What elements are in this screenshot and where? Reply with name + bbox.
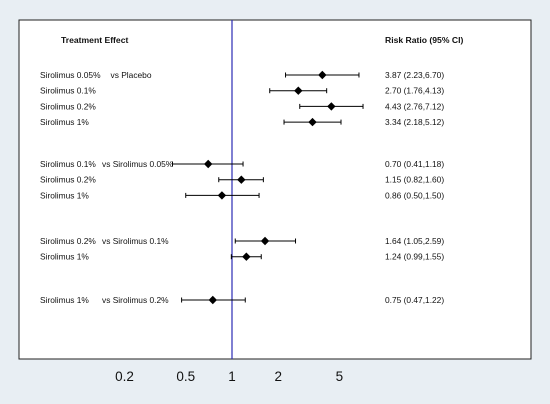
row-comparator-label: vs Sirolimus 0.1% xyxy=(102,236,169,246)
row-treatment-label: Sirolimus 1% xyxy=(40,295,89,305)
x-axis-ticks: 0.2 0.5 1 2 5 xyxy=(115,369,343,384)
header-treatment-effect: Treatment Effect xyxy=(61,35,128,45)
row-risk-ratio-text: 0.75 (0.47,1.22) xyxy=(385,295,444,305)
row-comparator-label: vs Sirolimus 0.05% xyxy=(102,159,174,169)
point-estimate-diamond xyxy=(318,70,327,80)
row-treatment-label: Sirolimus 1% xyxy=(40,190,89,200)
x-tick-label: 2 xyxy=(275,369,283,384)
x-tick-label: 0.5 xyxy=(176,369,195,384)
forest-row: Sirolimus 0.2% vs Sirolimus 0.1% 1.64 (1.0… xyxy=(40,236,444,246)
row-risk-ratio-text: 1.24 (0.99,1.55) xyxy=(385,252,444,262)
forest-row: Sirolimus 0.1% 2.70 (1.76,4.13) xyxy=(40,86,444,96)
x-tick-label: 0.2 xyxy=(115,369,134,384)
forest-rows: Sirolimus 0.05% vs Placebo 3.87 (2.23,6.70… xyxy=(40,70,444,305)
row-risk-ratio-text: 3.34 (2.18,5.12) xyxy=(385,117,444,127)
point-estimate-diamond xyxy=(308,117,317,127)
x-tick-label: 5 xyxy=(336,369,344,384)
row-risk-ratio-text: 4.43 (2.76,7.12) xyxy=(385,101,444,111)
forest-row: Sirolimus 0.2% 4.43 (2.76,7.12) xyxy=(40,101,444,111)
forest-row: Sirolimus 1% 3.34 (2.18,5.12) xyxy=(40,117,444,127)
plot-area xyxy=(18,19,532,360)
point-estimate-diamond xyxy=(327,102,336,111)
row-risk-ratio-text: 1.15 (0.82,1.60) xyxy=(385,175,444,185)
forest-row: Sirolimus 1% vs Sirolimus 0.2% 0.75 (0.47,… xyxy=(40,295,444,305)
row-treatment-label: Sirolimus 0.2% xyxy=(40,175,96,185)
point-estimate-diamond xyxy=(237,175,246,184)
row-risk-ratio-text: 3.87 (2.23,6.70) xyxy=(385,70,444,80)
forest-row: Sirolimus 0.05% vs Placebo 3.87 (2.23,6.70… xyxy=(40,70,444,80)
row-treatment-label: Sirolimus 0.05% xyxy=(40,70,101,80)
row-risk-ratio-text: 0.86 (0.50,1.50) xyxy=(385,190,444,200)
row-treatment-label: Sirolimus 0.2% xyxy=(40,236,96,246)
point-estimate-diamond xyxy=(217,191,227,200)
forest-row: Sirolimus 1% 1.24 (0.99,1.55) xyxy=(40,252,444,262)
x-tick-label: 1 xyxy=(228,369,236,384)
row-risk-ratio-text: 1.64 (1.05,2.59) xyxy=(385,236,444,246)
row-treatment-label: Sirolimus 0.1% xyxy=(40,86,96,96)
forest-row: Sirolimus 1% 0.86 (0.50,1.50) xyxy=(40,190,444,200)
row-comparator-label: vs Placebo xyxy=(111,70,152,80)
forest-row: Sirolimus 0.1% vs Sirolimus 0.05% 0.70 (0.… xyxy=(40,159,444,169)
row-treatment-label: Sirolimus 1% xyxy=(40,117,89,127)
point-estimate-diamond xyxy=(208,295,217,305)
header-risk-ratio: Risk Ratio (95% CI) xyxy=(385,35,463,45)
row-treatment-label: Sirolimus 0.1% xyxy=(40,159,96,169)
forest-row: Sirolimus 0.2% 1.15 (0.82,1.60) xyxy=(40,175,444,185)
point-estimate-diamond xyxy=(203,159,213,169)
row-risk-ratio-text: 0.70 (0.41,1.18) xyxy=(385,159,444,169)
point-estimate-diamond xyxy=(242,252,251,261)
row-treatment-label: Sirolimus 1% xyxy=(40,252,89,262)
row-risk-ratio-text: 2.70 (1.76,4.13) xyxy=(385,86,444,96)
point-estimate-diamond xyxy=(294,86,303,95)
row-treatment-label: Sirolimus 0.2% xyxy=(40,101,96,111)
point-estimate-diamond xyxy=(260,236,270,246)
row-comparator-label: vs Sirolimus 0.2% xyxy=(102,295,169,305)
